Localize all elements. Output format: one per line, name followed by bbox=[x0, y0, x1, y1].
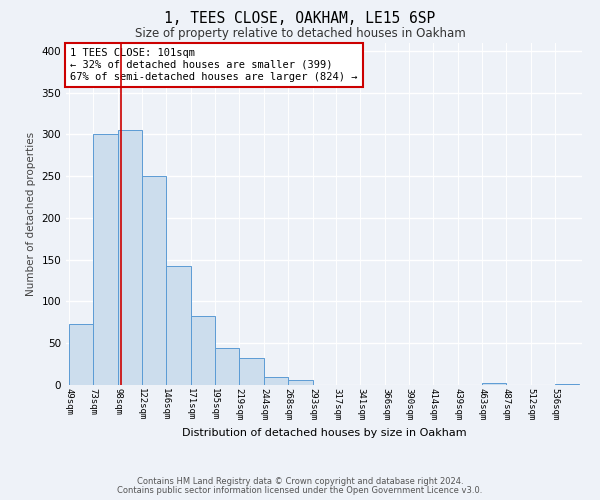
Bar bbox=[287, 380, 313, 385]
Bar bbox=[142, 176, 166, 385]
Text: 1 TEES CLOSE: 101sqm
← 32% of detached houses are smaller (399)
67% of semi-deta: 1 TEES CLOSE: 101sqm ← 32% of detached h… bbox=[70, 48, 358, 82]
Bar bbox=[263, 378, 287, 385]
Text: Contains HM Land Registry data © Crown copyright and database right 2024.: Contains HM Land Registry data © Crown c… bbox=[137, 477, 463, 486]
Bar bbox=[93, 134, 118, 385]
Bar bbox=[166, 266, 191, 385]
Text: Contains public sector information licensed under the Open Government Licence v3: Contains public sector information licen… bbox=[118, 486, 482, 495]
Bar bbox=[215, 348, 239, 385]
Y-axis label: Number of detached properties: Number of detached properties bbox=[26, 132, 36, 296]
Bar bbox=[555, 384, 579, 385]
Bar bbox=[482, 384, 506, 385]
Bar bbox=[69, 324, 93, 385]
Bar bbox=[239, 358, 263, 385]
X-axis label: Distribution of detached houses by size in Oakham: Distribution of detached houses by size … bbox=[182, 428, 466, 438]
Bar bbox=[191, 316, 215, 385]
Text: 1, TEES CLOSE, OAKHAM, LE15 6SP: 1, TEES CLOSE, OAKHAM, LE15 6SP bbox=[164, 11, 436, 26]
Bar bbox=[118, 130, 142, 385]
Text: Size of property relative to detached houses in Oakham: Size of property relative to detached ho… bbox=[134, 28, 466, 40]
